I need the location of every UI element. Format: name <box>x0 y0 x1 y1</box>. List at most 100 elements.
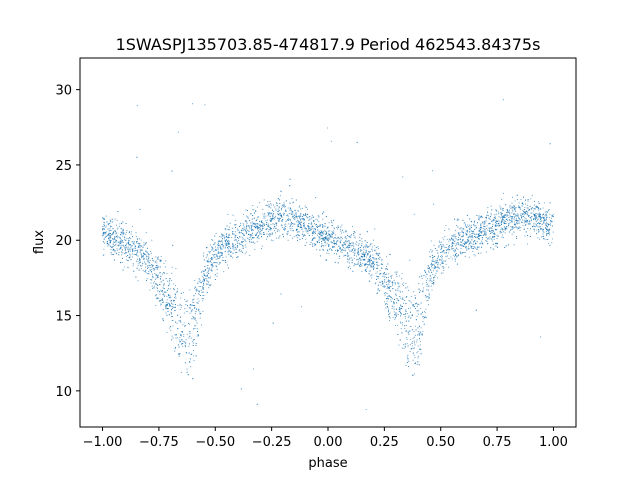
data-point <box>131 248 133 250</box>
data-point <box>222 245 224 247</box>
data-point <box>318 220 320 222</box>
data-point <box>454 254 457 257</box>
data-point <box>252 236 254 238</box>
data-point <box>548 231 550 233</box>
data-point <box>328 232 330 234</box>
data-point <box>441 257 443 259</box>
data-point <box>109 245 111 247</box>
data-point <box>303 226 305 228</box>
data-point <box>270 203 272 205</box>
data-point <box>266 221 268 224</box>
data-point <box>539 226 542 228</box>
data-point <box>485 217 487 219</box>
data-point <box>132 265 134 267</box>
data-point <box>521 216 523 218</box>
data-point <box>115 224 117 226</box>
data-point <box>533 230 536 232</box>
data-point <box>376 292 378 294</box>
data-point <box>214 246 217 248</box>
data-point <box>444 230 446 232</box>
data-point <box>122 228 124 230</box>
data-point <box>434 262 436 264</box>
data-point <box>283 212 285 214</box>
data-point <box>542 214 544 216</box>
data-point <box>325 259 327 261</box>
data-point <box>266 219 269 221</box>
data-point <box>384 281 386 283</box>
data-point <box>522 209 524 211</box>
data-point <box>442 272 444 274</box>
data-point <box>417 313 419 315</box>
data-point <box>245 220 248 223</box>
data-point <box>181 330 183 332</box>
data-point <box>472 243 474 245</box>
data-point <box>125 243 128 245</box>
data-point <box>247 217 249 219</box>
data-point <box>105 231 107 233</box>
data-point <box>117 244 119 246</box>
data-point <box>193 301 195 303</box>
data-point <box>474 246 476 248</box>
data-point <box>264 223 266 225</box>
data-point <box>348 254 350 257</box>
data-point <box>359 246 361 248</box>
data-point <box>144 258 146 260</box>
data-point <box>405 310 407 312</box>
data-point <box>287 232 289 234</box>
data-point <box>134 246 136 248</box>
data-point <box>371 243 373 245</box>
data-point <box>518 207 520 209</box>
data-point <box>159 272 161 274</box>
data-point <box>459 253 462 255</box>
data-point <box>299 222 301 224</box>
data-point <box>209 244 211 246</box>
data-point <box>110 221 112 223</box>
data-point <box>425 276 427 278</box>
data-point <box>475 225 477 227</box>
data-point <box>390 290 392 292</box>
data-point <box>457 248 459 250</box>
data-point <box>314 227 316 229</box>
data-point <box>511 196 514 198</box>
data-point <box>486 214 488 216</box>
data-point <box>250 235 252 237</box>
data-point <box>298 234 300 236</box>
data-point <box>455 230 457 232</box>
data-point <box>333 219 335 221</box>
data-point <box>345 236 347 238</box>
data-point <box>181 304 183 306</box>
data-point <box>136 254 138 256</box>
data-point <box>269 201 271 203</box>
data-point <box>484 226 486 228</box>
data-point <box>317 234 319 236</box>
data-point <box>254 248 256 250</box>
data-point <box>393 301 395 303</box>
data-point <box>343 243 345 245</box>
data-point <box>406 336 408 338</box>
data-point <box>405 324 407 327</box>
data-point <box>156 277 158 279</box>
data-point <box>314 230 317 232</box>
data-point <box>511 233 513 235</box>
data-point <box>418 291 421 293</box>
data-point <box>290 225 292 227</box>
data-point <box>125 239 127 241</box>
data-point <box>446 238 448 240</box>
data-point <box>390 299 392 301</box>
data-point <box>122 229 124 231</box>
data-point <box>147 261 149 263</box>
data-point <box>372 262 374 264</box>
data-point <box>202 277 204 279</box>
data-point <box>388 316 390 318</box>
data-point <box>193 318 195 320</box>
data-point <box>282 219 284 221</box>
data-point <box>194 279 196 281</box>
data-point <box>120 251 123 253</box>
data-point <box>142 270 144 272</box>
data-point <box>198 281 200 283</box>
data-point <box>180 292 182 294</box>
data-point <box>505 211 507 213</box>
data-point <box>432 259 434 261</box>
data-point <box>203 294 205 297</box>
data-point <box>365 244 367 246</box>
